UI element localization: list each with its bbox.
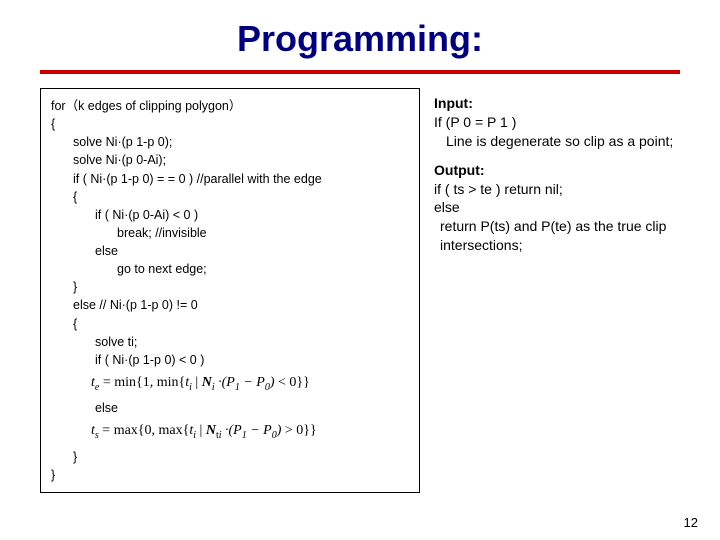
formula-ts: ts = max{0, max{ti | Nti ·(P1 − P0) > 0}… [51, 417, 409, 447]
code-line: solve Ni·(p 0-Ai); [51, 151, 409, 169]
code-line: { [51, 115, 409, 133]
code-line: break; //invisible [51, 224, 409, 242]
code-line: solve ti; [51, 333, 409, 351]
output-block: Output: if ( ts > te ) return nil; else … [434, 161, 679, 255]
code-line: if ( Ni·(p 1-p 0) = = 0 ) //parallel wit… [51, 170, 409, 188]
output-label: Output: [434, 161, 679, 180]
code-line: } [51, 448, 409, 466]
code-line: else // Ni·(p 1-p 0) != 0 [51, 296, 409, 314]
output-line: return P(ts) and P(te) as the true clip … [434, 217, 679, 255]
content-area: for（k edges of clipping polygon） { solve… [0, 88, 720, 493]
code-line: } [51, 466, 409, 484]
formula-te: te = min{1, min{ti | Ni ·(P1 − P0) < 0}} [51, 369, 409, 399]
code-box: for（k edges of clipping polygon） { solve… [40, 88, 420, 493]
slide-title: Programming: [0, 0, 720, 70]
code-line: { [51, 315, 409, 333]
code-line: for（k edges of clipping polygon） [51, 97, 409, 115]
page-number: 12 [684, 515, 698, 530]
code-line: solve Ni·(p 1-p 0); [51, 133, 409, 151]
input-label: Input: [434, 94, 679, 113]
title-underline [40, 70, 680, 74]
io-column: Input: If (P 0 = P 1 ) Line is degenerat… [434, 88, 679, 493]
code-line: go to next edge; [51, 260, 409, 278]
code-line: else [51, 242, 409, 260]
code-line: { [51, 188, 409, 206]
output-line: else [434, 198, 679, 217]
code-line: else [51, 399, 409, 417]
input-line: If (P 0 = P 1 ) [434, 113, 679, 132]
output-line: if ( ts > te ) return nil; [434, 180, 679, 199]
code-line: if ( Ni·(p 0-Ai) < 0 ) [51, 206, 409, 224]
input-block: Input: If (P 0 = P 1 ) Line is degenerat… [434, 94, 679, 151]
code-line: if ( Ni·(p 1-p 0) < 0 ) [51, 351, 409, 369]
code-line: } [51, 278, 409, 296]
input-line: Line is degenerate so clip as a point; [434, 132, 679, 151]
